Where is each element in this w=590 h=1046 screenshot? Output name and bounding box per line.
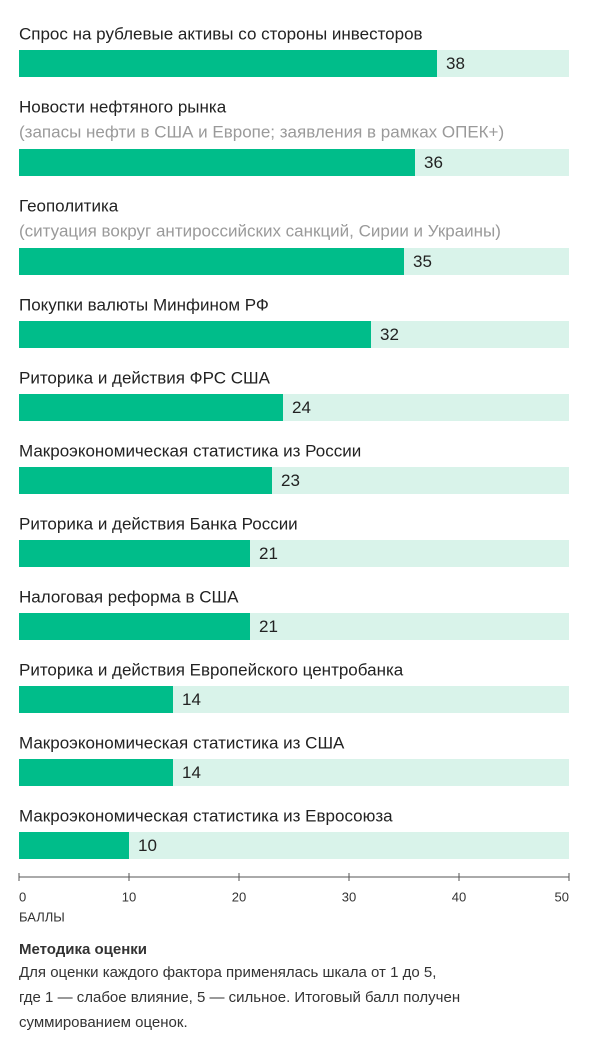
x-axis-label: БАЛЛЫ: [19, 909, 65, 924]
category-label: Геополитика: [19, 196, 119, 215]
category-label: Макроэкономическая статистика из США: [19, 733, 345, 752]
value-label: 14: [182, 763, 201, 782]
value-label: 21: [259, 617, 278, 636]
bar: [19, 467, 272, 494]
bar: [19, 759, 173, 786]
bar: [19, 394, 283, 421]
note-line: где 1 — слабое влияние, 5 — сильное. Ито…: [19, 989, 460, 1006]
note-line: Для оценки каждого фактора применялась ш…: [19, 964, 436, 981]
category-subtitle: (ситуация вокруг антироссийских санкций,…: [19, 221, 501, 240]
x-tick-label: 0: [19, 889, 26, 904]
x-tick-label: 10: [122, 889, 136, 904]
bar: [19, 540, 250, 567]
category-label: Налоговая реформа в США: [19, 587, 239, 606]
bar: [19, 321, 371, 348]
bar: [19, 149, 415, 176]
value-label: 35: [413, 252, 432, 271]
category-subtitle: (запасы нефти в США и Европе; заявления …: [19, 122, 504, 141]
value-label: 32: [380, 325, 399, 344]
value-label: 38: [446, 54, 465, 73]
category-label: Макроэкономическая статистика из Евросою…: [19, 806, 393, 825]
value-label: 21: [259, 544, 278, 563]
category-label: Риторика и действия Банка России: [19, 514, 298, 533]
bar: [19, 50, 437, 77]
category-label: Новости нефтяного рынка: [19, 97, 227, 116]
x-tick-label: 20: [232, 889, 246, 904]
bar: [19, 832, 129, 859]
value-label: 10: [138, 836, 157, 855]
value-label: 36: [424, 153, 443, 172]
value-label: 23: [281, 471, 300, 490]
bar: [19, 686, 173, 713]
bar: [19, 248, 404, 275]
bar: [19, 613, 250, 640]
category-label: Спрос на рублевые активы со стороны инве…: [19, 24, 423, 43]
category-label: Макроэкономическая статистика из России: [19, 441, 361, 460]
x-tick-label: 50: [555, 889, 569, 904]
x-tick-label: 30: [342, 889, 356, 904]
x-tick-label: 40: [452, 889, 466, 904]
note-line: суммированием оценок.: [19, 1014, 188, 1031]
value-label: 14: [182, 690, 201, 709]
category-label: Риторика и действия Европейского центроб…: [19, 660, 404, 679]
category-label: Покупки валюты Минфином РФ: [19, 295, 269, 314]
value-label: 24: [292, 398, 311, 417]
note-title: Методика оценки: [19, 941, 147, 958]
category-label: Риторика и действия ФРС США: [19, 368, 271, 387]
